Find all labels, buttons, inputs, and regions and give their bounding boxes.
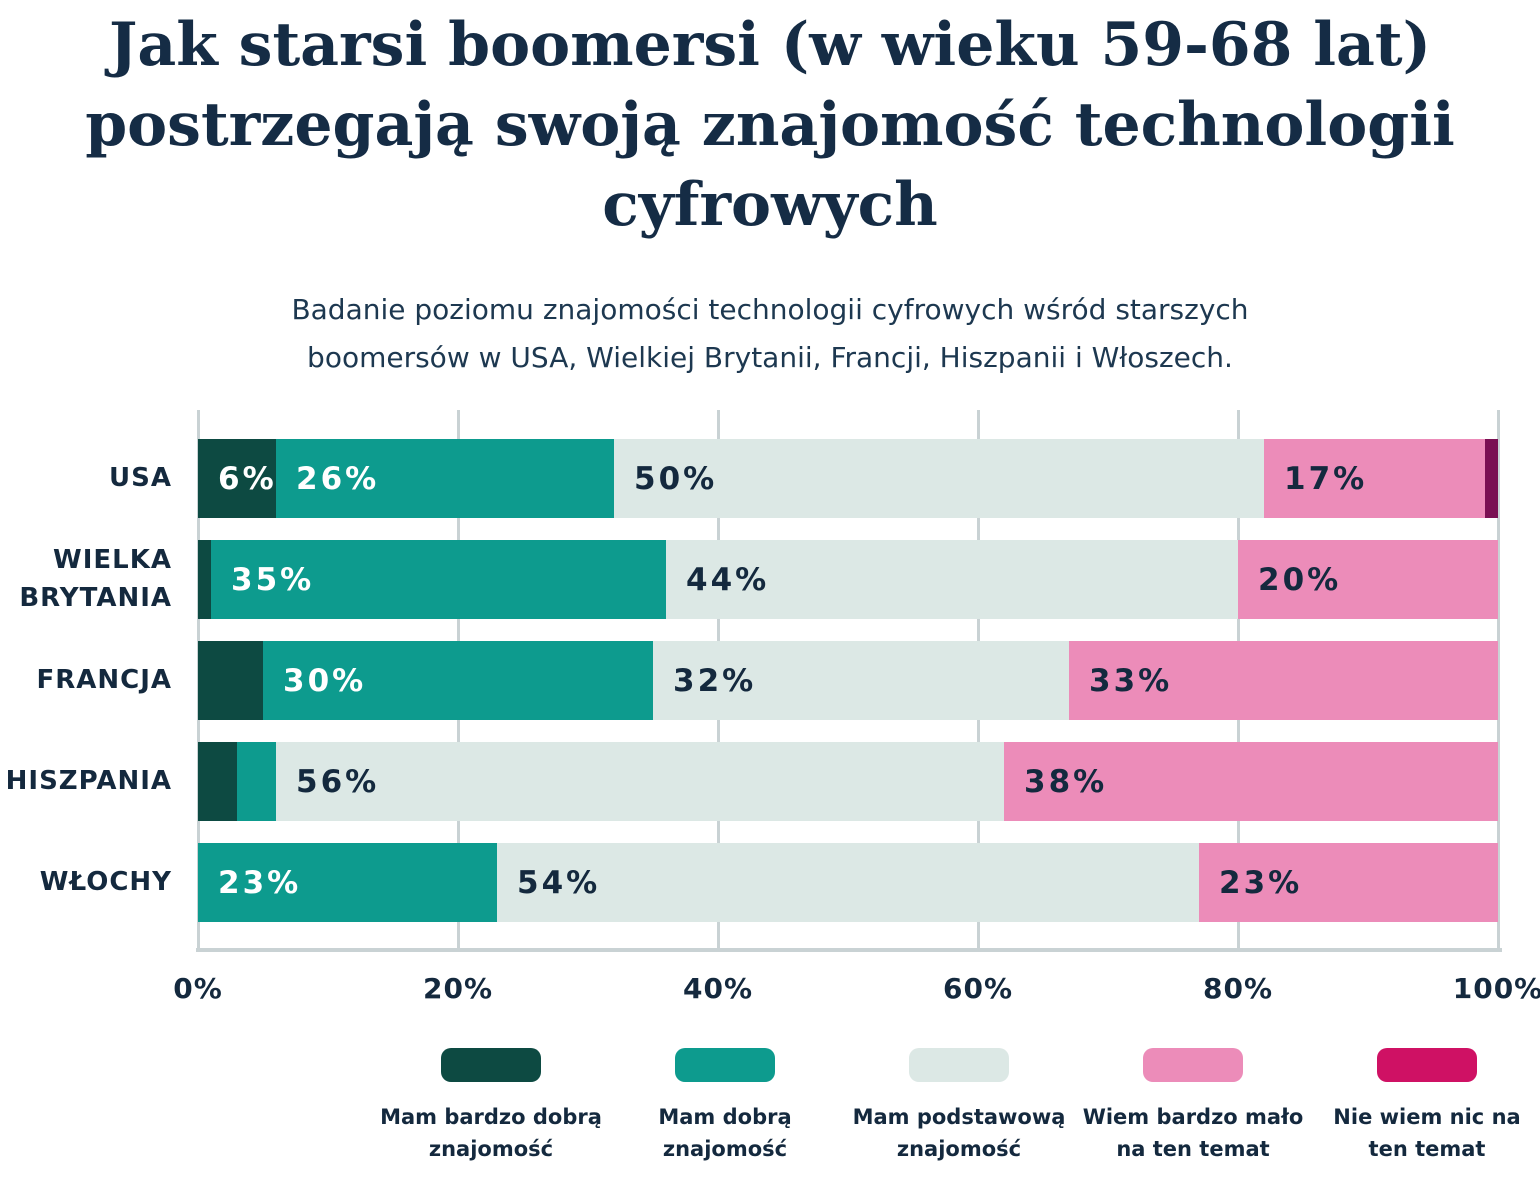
bar-segment: 44% — [666, 540, 1238, 619]
legend-label-line-2: ten temat — [1368, 1136, 1486, 1161]
chart-title-line-1: Jak starsi boomersi (w wieku 59-68 lat) — [108, 10, 1432, 80]
bar-segment-label: 30% — [283, 662, 367, 699]
gridline-100% — [1496, 410, 1500, 950]
bar-segment-label: 44% — [686, 561, 770, 598]
bar-row: 6% 26% 50% 17% — [198, 439, 1498, 518]
tick-label-60%: 60% — [942, 972, 1014, 1005]
bar-segment: 6% — [198, 439, 276, 518]
legend-label: Mam dobrą znajomość — [658, 1102, 791, 1165]
category-label: FRANCJA — [36, 664, 172, 695]
bar-segment — [198, 641, 263, 720]
bar-segment: 30% — [263, 641, 653, 720]
bar-segment — [198, 742, 237, 821]
bar-row: 30% 32% 33% — [198, 641, 1498, 720]
legend-swatch — [675, 1048, 775, 1082]
bar-segment-label: 26% — [296, 460, 380, 497]
legend-swatch — [1143, 1048, 1243, 1082]
bar-segment-label: 50% — [634, 460, 718, 497]
bar-row: 56% 38% — [198, 742, 1498, 821]
bar-segment — [198, 540, 211, 619]
bar-segment-label: 23% — [1219, 864, 1303, 901]
bar-segment — [1485, 439, 1498, 518]
bar-segment-label: 20% — [1258, 561, 1342, 598]
bar-segment-label: 6% — [218, 460, 277, 497]
legend-label: Mam bardzo dobrą znajomość — [380, 1102, 602, 1165]
category-label: HISZPANIA — [5, 765, 172, 796]
bar-segment: 23% — [198, 843, 497, 922]
bar-segment: 38% — [1004, 742, 1498, 821]
bar-segment: 23% — [1199, 843, 1498, 922]
bar-segment — [237, 742, 276, 821]
bar-segment: 35% — [211, 540, 666, 619]
legend-item: Wiem bardzo mało na ten temat — [1076, 1048, 1310, 1165]
bar-segment: 33% — [1069, 641, 1498, 720]
legend-swatch — [909, 1048, 1009, 1082]
legend-item: Mam podstawową znajomość — [842, 1048, 1076, 1165]
legend-label-line-2: znajomość — [896, 1136, 1022, 1161]
legend-label-line-2: znajomość — [428, 1136, 554, 1161]
chart-subtitle-line-1: Badanie poziomu znajomości technologii c… — [291, 293, 1249, 326]
tick-label-0%: 0% — [173, 972, 223, 1005]
legend: Mam bardzo dobrą znajomość Mam dobrą znajom… — [374, 1048, 1540, 1165]
legend-label-line-1: Mam bardzo dobrą — [380, 1105, 602, 1129]
legend-label: Wiem bardzo mało na ten temat — [1083, 1102, 1304, 1165]
legend-swatch — [1377, 1048, 1477, 1082]
legend-label: Nie wiem nic na ten temat — [1333, 1102, 1520, 1165]
bar-segment-label: 17% — [1284, 460, 1368, 497]
chart-subtitle: Badanie poziomu znajomości technologii c… — [0, 286, 1540, 382]
tick-label-20%: 20% — [422, 972, 494, 1005]
legend-label-line-1: Mam podstawową — [852, 1105, 1066, 1129]
bar-segment-label: 38% — [1024, 763, 1108, 800]
bar-segment-label: 54% — [517, 864, 601, 901]
chart-subtitle-line-2: boomersów w USA, Wielkiej Brytanii, Fran… — [307, 341, 1233, 375]
category-label: WŁOCHY — [39, 866, 172, 897]
legend-label-line-1: Mam dobrą — [658, 1105, 792, 1129]
tick-label-100%: 100% — [1452, 972, 1540, 1005]
bar-segment: 56% — [276, 742, 1004, 821]
legend-item: Mam dobrą znajomość — [608, 1048, 842, 1165]
bar-segment-label: 35% — [231, 561, 315, 598]
category-label: USA — [109, 462, 172, 493]
bar-segment-label: 33% — [1089, 662, 1173, 699]
legend-label-line-1: Nie wiem nic na — [1333, 1105, 1521, 1129]
bar-row: 23% 54% 23% — [198, 843, 1498, 922]
bar-row: 35% 44% 20% — [198, 540, 1498, 619]
tick-label-80%: 80% — [1202, 972, 1274, 1005]
chart-title-line-3: cyfrowych — [602, 169, 938, 240]
bar-segment: 17% — [1264, 439, 1485, 518]
x-axis-line — [196, 948, 1502, 952]
tick-label-40%: 40% — [682, 972, 754, 1005]
legend-item: Nie wiem nic na ten temat — [1310, 1048, 1540, 1165]
bar-segment-label: 23% — [218, 864, 302, 901]
category-label: WIELKA BRYTANIA — [19, 544, 172, 613]
chart-title-line-2: postrzegają swoją znajomość technologii — [85, 89, 1455, 160]
bar-segment: 20% — [1238, 540, 1498, 619]
legend-item: Mam bardzo dobrą znajomość — [374, 1048, 608, 1165]
legend-label-line-2: na ten temat — [1116, 1136, 1270, 1161]
legend-swatch — [441, 1048, 541, 1082]
bar-segment: 26% — [276, 439, 614, 518]
legend-label-line-1: Wiem bardzo mało — [1082, 1105, 1304, 1129]
legend-label-line-2: znajomość — [662, 1136, 788, 1161]
bar-segment-label: 32% — [673, 662, 757, 699]
bar-segment-label: 56% — [296, 763, 380, 800]
chart-title: Jak starsi boomersi (w wieku 59-68 lat) … — [0, 6, 1540, 245]
bar-segment: 54% — [497, 843, 1199, 922]
bar-segment: 50% — [614, 439, 1264, 518]
bar-segment: 32% — [653, 641, 1069, 720]
legend-label: Mam podstawową znajomość — [853, 1102, 1066, 1165]
